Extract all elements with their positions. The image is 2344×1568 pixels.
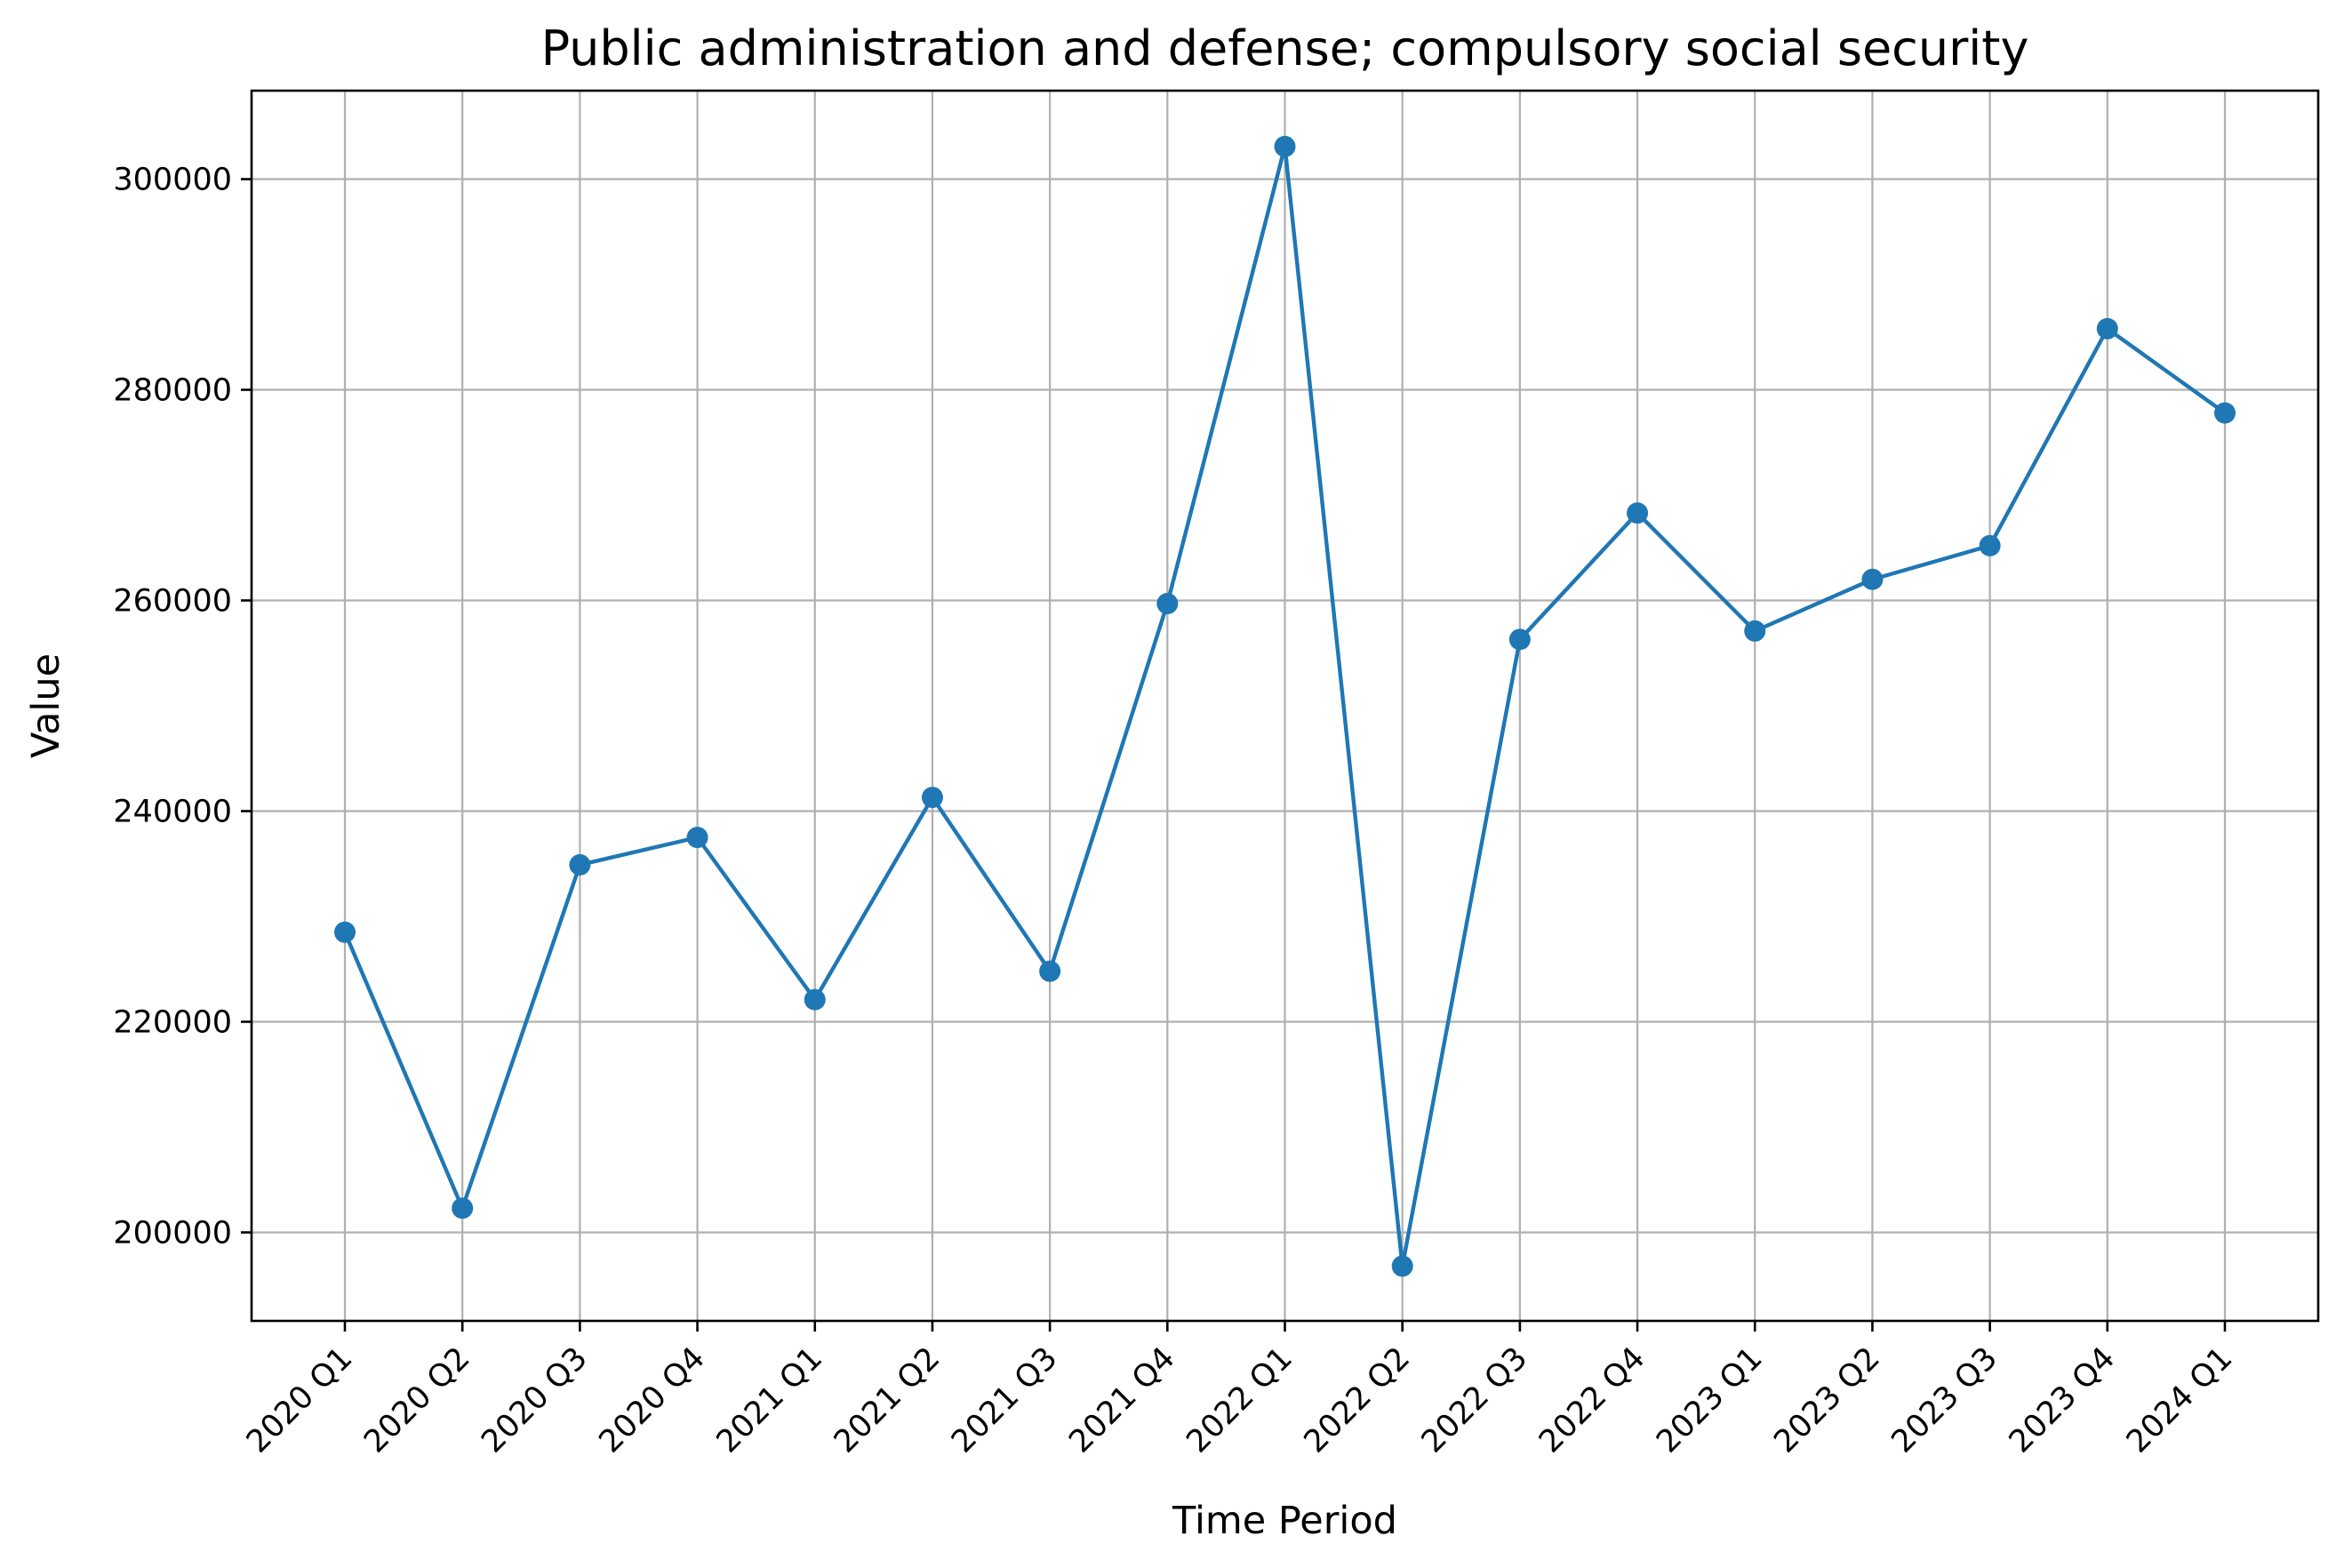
x-tick-label: 2020 Q2 xyxy=(357,1340,476,1460)
data-point xyxy=(1156,593,1179,615)
data-point xyxy=(804,988,826,1011)
y-tick-label: 220000 xyxy=(113,1004,232,1040)
x-tick-label: 2023 Q3 xyxy=(1885,1340,2004,1460)
data-point xyxy=(1627,502,1649,524)
chart-title: Public administration and defense; compu… xyxy=(541,20,2029,76)
y-tick-label: 240000 xyxy=(113,794,232,829)
x-axis-label: Time Period xyxy=(1172,1499,1397,1543)
y-tick-label: 300000 xyxy=(113,163,232,198)
x-tick-label: 2022 Q2 xyxy=(1298,1340,1417,1460)
axis-ticks xyxy=(241,178,2227,1332)
data-point xyxy=(334,921,356,943)
data-point xyxy=(1979,534,2001,556)
data-point xyxy=(686,827,708,849)
data-point xyxy=(569,853,591,876)
x-tick-label: 2021 Q4 xyxy=(1062,1340,1181,1460)
data-point xyxy=(2214,402,2236,424)
x-tick-label: 2023 Q1 xyxy=(1650,1340,1769,1460)
y-tick-labels: 200000 220000 240000 260000 280000 300000 xyxy=(113,163,232,1252)
x-tick-label: 2022 Q4 xyxy=(1532,1340,1652,1460)
data-point xyxy=(1274,135,1296,157)
data-point xyxy=(1861,568,1884,590)
x-tick-label: 2023 Q4 xyxy=(2003,1340,2122,1460)
x-tick-label: 2021 Q2 xyxy=(828,1340,947,1460)
series-layer xyxy=(334,135,2236,1277)
x-tick-label: 2022 Q3 xyxy=(1415,1340,1534,1460)
x-tick-label: 2020 Q3 xyxy=(475,1340,594,1460)
data-point xyxy=(452,1197,474,1220)
x-tick-label: 2023 Q2 xyxy=(1767,1340,1886,1460)
x-tick-label: 2020 Q1 xyxy=(240,1340,359,1460)
data-point xyxy=(921,787,943,809)
data-point xyxy=(1039,960,1061,982)
x-tick-label: 2021 Q3 xyxy=(945,1340,1064,1460)
y-axis-label: Value xyxy=(24,653,68,758)
y-tick-label: 200000 xyxy=(113,1215,232,1251)
data-point xyxy=(1508,628,1531,651)
x-tick-label: 2024 Q1 xyxy=(2120,1340,2239,1460)
x-tick-label: 2022 Q1 xyxy=(1180,1340,1300,1460)
y-tick-label: 260000 xyxy=(113,584,232,620)
data-point xyxy=(2096,317,2118,340)
data-point xyxy=(1391,1255,1413,1277)
x-tick-label: 2021 Q1 xyxy=(710,1340,829,1460)
data-point xyxy=(1744,620,1766,642)
y-tick-label: 280000 xyxy=(113,373,232,409)
x-tick-label: 2020 Q4 xyxy=(593,1340,712,1460)
grid-lines xyxy=(252,91,2318,1321)
